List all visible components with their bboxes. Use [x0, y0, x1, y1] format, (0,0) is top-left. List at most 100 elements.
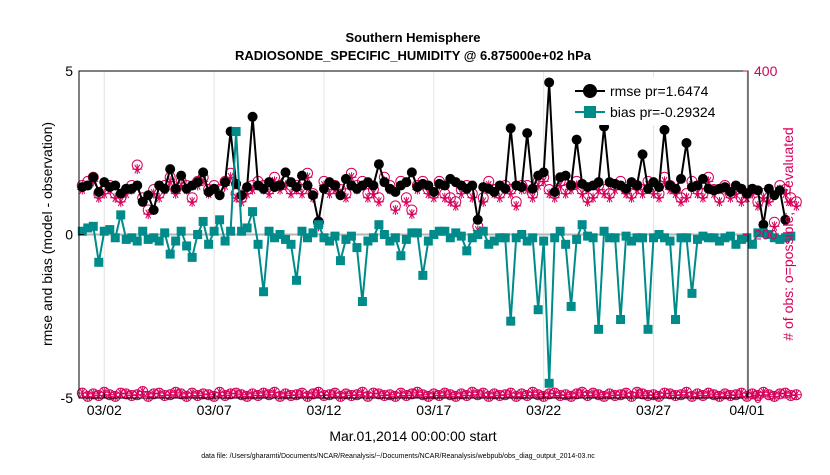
- bias-point: [638, 233, 648, 243]
- rmse-point: [632, 180, 643, 191]
- bias-point: [379, 230, 389, 239]
- rmse-point: [165, 164, 176, 175]
- rmse-point: [373, 159, 384, 170]
- rmse-point: [132, 180, 143, 191]
- bias-point: [83, 223, 93, 233]
- bias-point: [330, 231, 340, 241]
- bias-point: [319, 233, 329, 243]
- rmse-point: [500, 183, 511, 194]
- x-axis-label: Mar.01,2014 00:00:00 start: [329, 428, 496, 444]
- rmse-point: [275, 180, 286, 191]
- rmse-point: [621, 183, 632, 194]
- rmse-point: [571, 134, 582, 145]
- bias-point: [489, 236, 499, 246]
- rmse-point: [176, 170, 187, 181]
- bias-point: [99, 226, 109, 236]
- rmse-point: [428, 186, 439, 197]
- bias-point: [572, 234, 582, 244]
- evaluated-obs-bottom-marker: [780, 388, 791, 399]
- bias-point: [187, 252, 197, 262]
- bias-point: [396, 251, 406, 261]
- evaluated-obs-bottom-marker: [280, 388, 291, 399]
- rmse-point: [527, 183, 538, 194]
- bias-point: [264, 226, 274, 236]
- y-axis-right-label: # of obs: o=possible; ∗=evaluated: [780, 127, 796, 340]
- rmse-point: [318, 183, 329, 194]
- evaluated-obs-marker: [110, 192, 121, 203]
- rmse-point: [302, 180, 313, 191]
- evaluated-obs-bottom-marker: [489, 388, 500, 399]
- evaluated-obs-marker: [697, 192, 708, 203]
- y-left-tick-label: -5: [61, 390, 74, 406]
- bias-point: [445, 233, 455, 243]
- bias-point: [654, 230, 664, 239]
- rmse-point: [137, 196, 148, 207]
- bias-point: [511, 233, 521, 243]
- evaluated-obs-bottom-marker: [170, 387, 181, 398]
- bias-point: [550, 233, 560, 243]
- rmse-point: [247, 111, 258, 122]
- bias-point: [412, 228, 422, 238]
- x-tick-label: 04/01: [729, 402, 764, 418]
- rmse-point: [774, 185, 785, 196]
- bias-point: [681, 233, 691, 243]
- bias-point: [286, 239, 296, 249]
- bias-point: [407, 228, 417, 238]
- bias-point: [522, 236, 532, 246]
- rmse-point: [143, 190, 154, 201]
- bias-point: [154, 236, 164, 246]
- evaluated-obs-marker: [769, 221, 780, 232]
- rmse-point: [643, 183, 654, 194]
- rmse-point: [335, 190, 346, 201]
- bias-point: [764, 230, 774, 239]
- bias-point: [632, 233, 642, 243]
- x-tick-label: 03/07: [197, 402, 232, 418]
- data-file-footer: data file: /Users/gharamti/Documents/NCA…: [201, 453, 595, 460]
- bias-point: [533, 305, 543, 315]
- x-tick-label: 03/02: [87, 402, 122, 418]
- bias-point: [193, 230, 203, 239]
- evaluated-obs-marker: [577, 188, 588, 199]
- bias-point: [105, 225, 115, 235]
- rmse-point: [752, 185, 763, 196]
- rmse-point: [198, 167, 209, 178]
- bias-point: [517, 230, 527, 239]
- legend-rmse-label: rmse pr=1.6474: [610, 83, 709, 99]
- bias-point: [577, 220, 587, 230]
- evaluated-obs-bottom-marker: [231, 388, 242, 399]
- bias-point: [473, 230, 483, 239]
- rmse-point: [670, 183, 681, 194]
- bias-point: [643, 324, 653, 334]
- bias-point: [698, 231, 708, 241]
- rmse-point: [258, 183, 269, 194]
- bias-point: [204, 239, 214, 249]
- rmse-point: [780, 214, 791, 225]
- rmse-point: [159, 183, 170, 194]
- bias-point: [401, 234, 411, 244]
- bias-point: [220, 236, 230, 246]
- evaluated-obs-bottom-marker: [258, 388, 269, 399]
- bias-point: [385, 236, 395, 246]
- bias-point: [242, 223, 252, 233]
- rmse-point: [675, 173, 686, 184]
- evaluated-obs-bottom-marker: [632, 387, 643, 398]
- bias-point: [281, 234, 291, 244]
- bias-point: [561, 239, 571, 249]
- rmse-point: [297, 170, 307, 181]
- bias-point: [176, 226, 186, 236]
- x-tick-label: 03/12: [306, 402, 341, 418]
- evaluated-obs-bottom-marker: [198, 388, 209, 399]
- rmse-point: [697, 173, 708, 184]
- evaluated-obs-bottom-marker: [269, 387, 280, 398]
- rmse-point: [725, 186, 736, 197]
- bias-point: [346, 231, 356, 241]
- rmse-point: [472, 214, 483, 225]
- chart-title: Southern Hemisphere: [345, 30, 480, 45]
- bias-point: [462, 246, 472, 256]
- evaluated-obs-bottom-marker: [692, 388, 703, 399]
- bias-point: [709, 233, 719, 243]
- bias-point: [127, 233, 137, 243]
- rmse-point: [192, 177, 203, 188]
- evaluated-obs-bottom-marker: [604, 388, 615, 399]
